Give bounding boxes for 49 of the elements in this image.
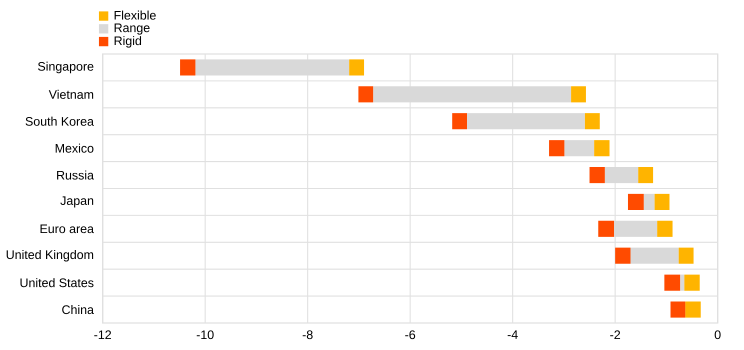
y-tick-label: United States — [20, 278, 94, 288]
bar — [664, 274, 680, 291]
legend-label: Range — [114, 24, 150, 35]
bar — [549, 140, 564, 156]
bar — [644, 194, 655, 210]
y-tick-label: United Kingdom — [6, 250, 94, 262]
x-tick-label: -10 — [196, 330, 214, 340]
bar — [358, 86, 374, 102]
x-tick-label: -6 — [405, 330, 416, 340]
legend-label: Rigid — [114, 36, 142, 48]
bar — [604, 166, 638, 184]
bar — [590, 166, 605, 184]
bar — [670, 301, 686, 318]
bar — [195, 59, 350, 76]
y-tick-label: Russia — [57, 170, 94, 180]
bar — [594, 140, 610, 156]
bar — [598, 220, 614, 237]
bar — [180, 59, 196, 76]
bar — [638, 166, 654, 184]
bar — [630, 248, 679, 264]
bar — [452, 113, 468, 130]
x-tick-label: 0 — [714, 330, 721, 340]
bar — [685, 301, 701, 318]
bar — [615, 248, 631, 264]
bar — [349, 59, 364, 76]
y-tick-label: China — [62, 304, 94, 314]
bar — [564, 140, 594, 156]
bar — [373, 86, 572, 102]
bar — [571, 86, 586, 102]
bar — [657, 220, 673, 237]
y-tick-label: Vietnam — [48, 90, 94, 99]
y-tick-label: South Korea — [26, 116, 94, 126]
x-tick-label: -8 — [302, 330, 313, 340]
bar — [684, 274, 700, 291]
y-tick-label: Japan — [60, 196, 94, 208]
y-tick-label: Euro area — [40, 224, 94, 234]
x-tick-label: -2 — [610, 330, 620, 340]
x-tick-label: -4 — [508, 330, 518, 339]
bar — [614, 220, 658, 237]
y-tick-label: Mexico — [56, 144, 94, 153]
bar — [584, 113, 600, 130]
bar — [628, 194, 644, 210]
x-tick-label: -12 — [94, 330, 112, 340]
bar — [678, 248, 694, 264]
legend-label: Flexible — [114, 10, 156, 20]
bar — [654, 194, 670, 210]
bar — [680, 274, 684, 291]
bar — [467, 113, 585, 130]
y-tick-label: Singapore — [38, 62, 94, 74]
